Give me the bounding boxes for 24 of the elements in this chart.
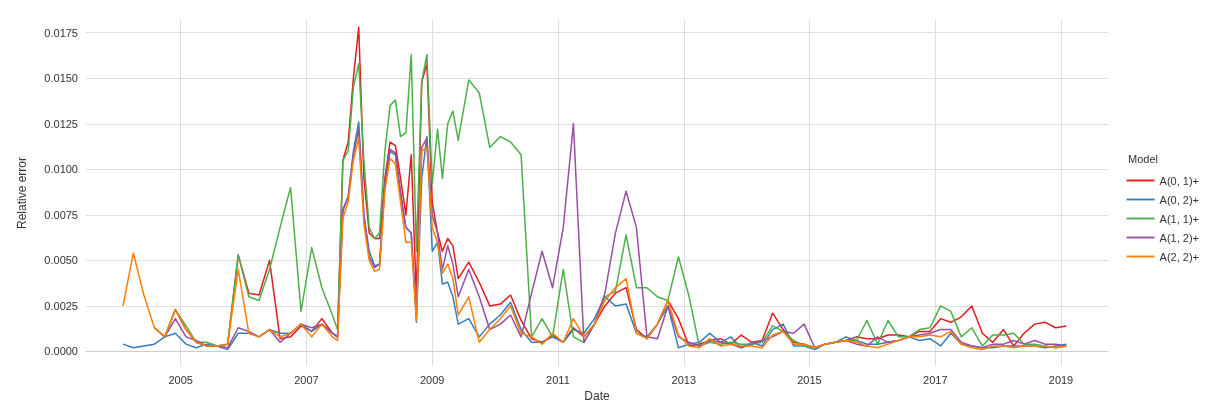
y-tick-label: 0.0050 (44, 254, 78, 267)
legend-label: A(1, 2)+ (1159, 231, 1199, 244)
x-axis-title: Date (584, 389, 610, 403)
x-tick-label: 2005 (168, 373, 193, 386)
legend-title: Model (1128, 152, 1159, 165)
y-tick-label: 0.0100 (44, 163, 78, 176)
y-axis-title: Relative error (15, 156, 29, 230)
x-tick-label: 2009 (419, 373, 445, 386)
x-tick-label: 2007 (294, 373, 319, 386)
x-tick-label: 2013 (671, 373, 697, 386)
x-tick-label: 2011 (546, 373, 570, 386)
y-tick-label: 0.0125 (44, 117, 78, 130)
y-tick-label: 0.0025 (44, 299, 78, 312)
legend-label: A(2, 2)+ (1159, 250, 1199, 263)
y-tick-label: 0.0075 (44, 208, 78, 221)
legend-label: A(0, 1)+ (1159, 174, 1199, 187)
legend-label: A(0, 2)+ (1159, 193, 1199, 206)
x-tick-label: 2019 (1048, 373, 1074, 386)
x-tick-label: 2017 (923, 373, 948, 386)
y-tick-label: 0.0175 (44, 26, 78, 39)
legend-label: A(1, 1)+ (1159, 212, 1199, 225)
x-tick-label: 2015 (797, 373, 822, 386)
y-tick-label: 0.0000 (44, 345, 78, 358)
y-tick-label: 0.0150 (44, 72, 78, 85)
